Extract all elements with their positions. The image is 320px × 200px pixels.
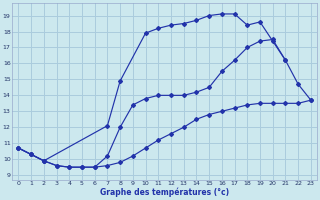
X-axis label: Graphe des températures (°c): Graphe des températures (°c) <box>100 188 229 197</box>
